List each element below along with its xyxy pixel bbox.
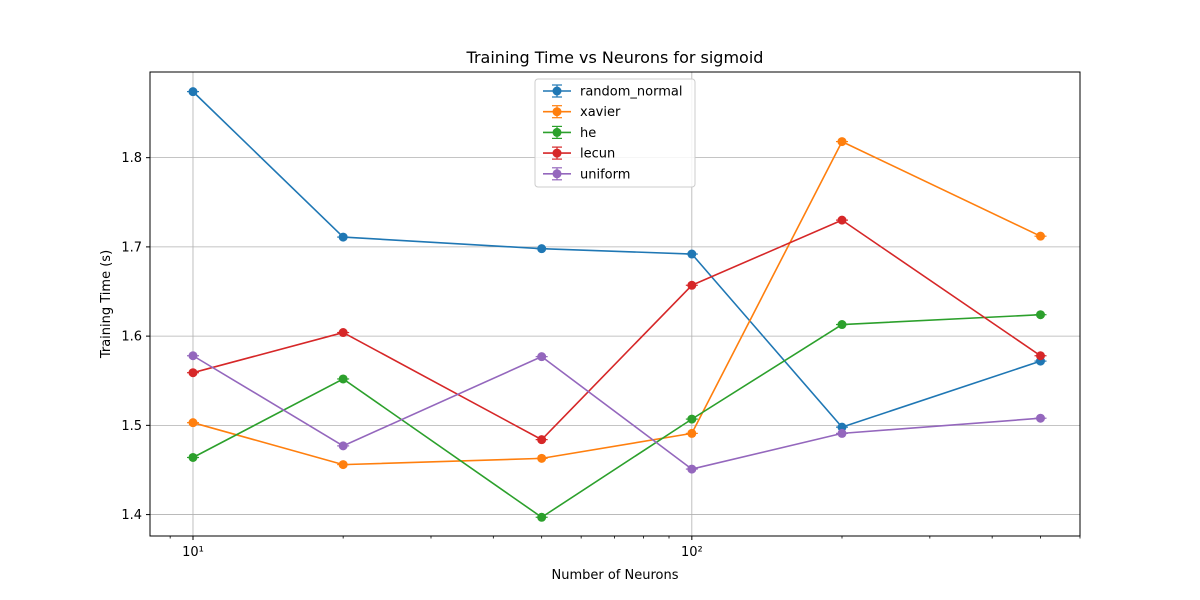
data-point-he [338,374,348,384]
y-axis-title: Training Time (s) [99,250,114,359]
ticks-layer: 1.4 1.5 1.6 1.7 1.8 10¹ 10² [121,151,1081,560]
series-line-random_normal [192,91,1041,428]
legend-label-he: he [580,126,596,141]
legend-label-xavier: xavier [580,105,621,120]
data-point-lecun [837,215,847,225]
y-tick-label: 1.6 [121,330,142,345]
data-point-he [1036,310,1046,320]
data-point-lecun [338,328,348,338]
data-point-random_normal [338,232,348,242]
legend-box [534,78,696,188]
x-tick-label: 10¹ [182,545,204,560]
data-point-xavier [188,418,198,428]
legend-swatch-marker [552,107,562,117]
x-tick-label: 10² [681,545,703,560]
chart-title: Training Time vs Neurons for sigmoid [466,48,764,67]
data-point-lecun [1036,351,1046,361]
data-point-uniform [338,441,348,451]
data-point-random_normal [687,249,697,259]
legend-swatch-marker [552,169,562,179]
legend-label-lecun: lecun [580,147,615,162]
data-point-xavier [1036,231,1046,241]
data-point-lecun [687,280,697,290]
data-point-he [188,452,198,462]
data-point-random_normal [537,244,547,254]
data-point-xavier [338,460,348,470]
data-point-xavier [687,428,697,438]
data-point-uniform [537,352,547,362]
legend-label-random_normal: random_normal [580,85,682,100]
data-point-he [837,320,847,330]
data-point-he [687,414,697,424]
grid-layer [150,72,1080,536]
legend-swatch-marker [552,148,562,158]
data-point-uniform [1036,413,1046,423]
y-tick-label: 1.8 [121,151,142,166]
y-tick-label: 1.7 [121,240,142,255]
data-point-random_normal [837,422,847,432]
y-tick-label: 1.4 [121,508,142,523]
y-tick-label: 1.5 [121,419,142,434]
data-point-lecun [188,368,198,378]
x-axis-title: Number of Neurons [551,568,678,583]
series-line-lecun [192,219,1041,441]
data-point-random_normal [188,87,198,97]
series-line-he [192,313,1041,519]
plot-frame [149,71,1081,537]
legend-label-uniform: uniform [580,167,630,182]
data-point-uniform [188,351,198,361]
data-point-he [537,512,547,522]
data-point-uniform [837,428,847,438]
legend-swatch-marker [552,86,562,96]
series-line-uniform [192,355,1041,470]
series-line-xavier [192,140,1041,466]
data-point-lecun [537,435,547,445]
legend-swatch-marker [552,127,562,137]
data-point-uniform [687,464,697,474]
data-point-xavier [537,453,547,463]
series-layer [186,87,1047,522]
data-point-xavier [837,137,847,147]
